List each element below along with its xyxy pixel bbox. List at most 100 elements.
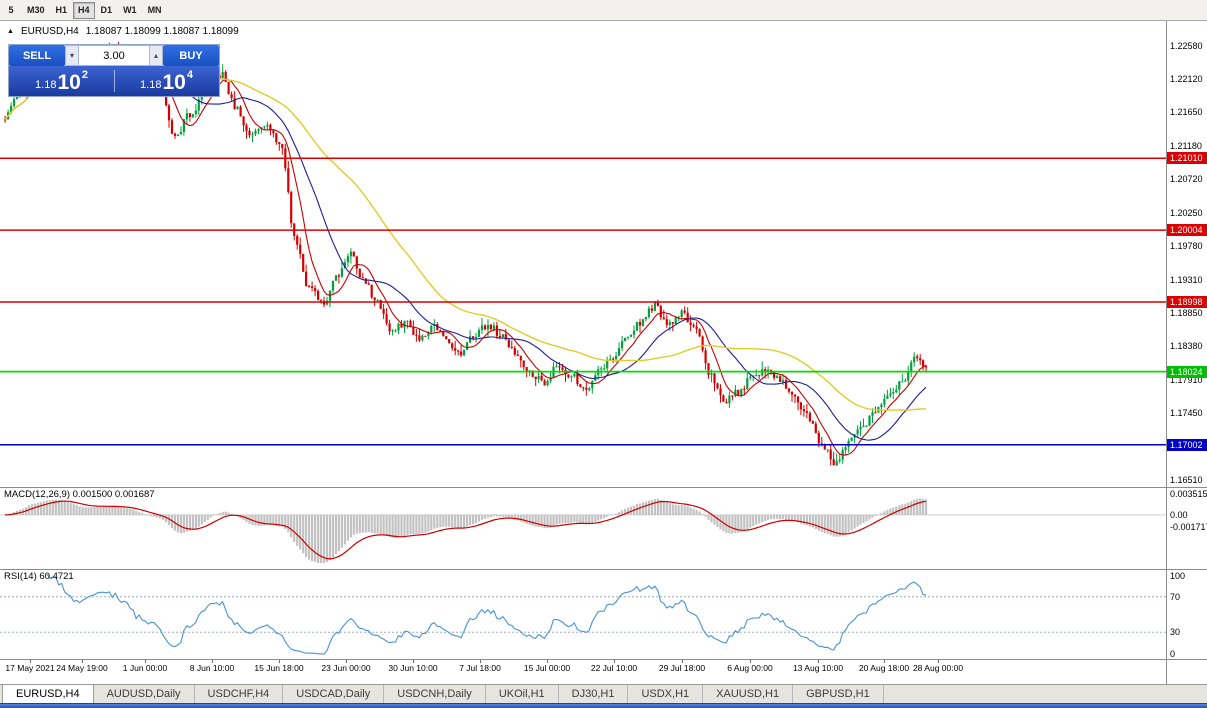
price-axis-label: 1.22580 [1170, 41, 1203, 51]
price-axis-label: 1.19780 [1170, 241, 1203, 251]
uptick-icon: ▲ [7, 28, 14, 35]
chart-tab-eurusd[interactable]: EURUSD,H4 [2, 685, 94, 703]
time-axis-tick [818, 660, 819, 663]
ohlc-values: 1.18087 1.18099 1.18087 1.18099 [85, 26, 239, 37]
volume-down-button[interactable]: ▾ [65, 45, 79, 66]
pane-separator[interactable] [0, 487, 1207, 488]
chart-tab-bar: EURUSD,H4 AUDUSD,Daily USDCHF,H4 USDCAD,Dai… [0, 684, 1207, 703]
chart-tab-ukoil[interactable]: UKOil,H1 [486, 685, 559, 703]
time-axis-tick [413, 660, 414, 663]
price-divider [114, 70, 115, 92]
price-axis-label: 1.18380 [1170, 341, 1203, 351]
candles [4, 42, 928, 466]
timeframe-button-d1[interactable]: D1 [96, 2, 118, 19]
timeframe-button-5[interactable]: 5 [1, 2, 21, 19]
time-axis-label: 23 Jun 00:00 [321, 663, 371, 673]
macd-pane[interactable] [0, 488, 1166, 569]
time-axis-tick [938, 660, 939, 663]
chart-ohlc-header: ▲ EURUSD,H4 1.18087 1.18099 1.18087 1.18… [7, 26, 239, 37]
price-axis-label: 1.17910 [1170, 375, 1203, 385]
rsi-axis-label: 0 [1170, 649, 1176, 659]
time-axis-label: 30 Jun 10:00 [388, 663, 438, 673]
macd-axis-label: 0.003515 [1170, 489, 1207, 499]
moving-average-line [4, 66, 927, 411]
price-axis-label: 1.18850 [1170, 308, 1203, 318]
timeframe-button-h4[interactable]: H4 [73, 1, 95, 19]
buy-price-point: 4 [186, 69, 193, 81]
buy-price-prefix: 1.18 [140, 79, 162, 91]
macd-axis-label: 0.00 [1170, 510, 1188, 520]
rsi-axis-label: 30 [1170, 627, 1181, 637]
price-axis-label: 1.20720 [1170, 174, 1203, 184]
sell-price-point: 2 [81, 69, 88, 81]
time-axis-tick [30, 660, 31, 663]
chart-tab-usdcad[interactable]: USDCAD,Daily [283, 685, 385, 703]
buy-price-display[interactable]: 1.18 10 4 [114, 66, 219, 96]
buy-button[interactable]: BUY [163, 45, 219, 66]
timeframe-button-h1[interactable]: H1 [51, 2, 73, 19]
timeframe-button-mn[interactable]: MN [143, 2, 167, 19]
price-level-tag: 1.20004 [1167, 224, 1207, 236]
time-axis-label: 1 Jun 00:00 [122, 663, 168, 673]
volume-input[interactable] [79, 45, 149, 66]
time-axis-tick [480, 660, 481, 663]
chart-tab-usdchf[interactable]: USDCHF,H4 [195, 685, 284, 703]
volume-up-button[interactable]: ▴ [149, 45, 163, 66]
chart-tab-dj30[interactable]: DJ30,H1 [559, 685, 629, 703]
trade-controls-row: SELL ▾ ▴ BUY [9, 45, 219, 66]
rsi-chart[interactable] [0, 570, 1166, 659]
timeframe-toolbar: 5 M30 H1 H4 D1 W1 MN [0, 0, 1207, 21]
pane-separator[interactable] [0, 569, 1207, 570]
chart-tab-usdx[interactable]: USDX,H1 [628, 685, 704, 703]
macd-indicator-label: MACD(12,26,9) 0.001500 0.001687 [4, 489, 155, 500]
time-axis-label: 29 Jul 18:00 [658, 663, 706, 673]
time-axis-label: 7 Jul 18:00 [459, 663, 501, 673]
time-axis-tick [145, 660, 146, 663]
moving-average-line [4, 50, 927, 456]
time-axis-label: 28 Aug 00:00 [912, 663, 964, 673]
price-level-tag: 1.18024 [1167, 366, 1207, 378]
price-axis-label: 1.22120 [1170, 74, 1203, 84]
rsi-pane[interactable] [0, 570, 1166, 659]
rsi-axis-label: 70 [1170, 592, 1181, 602]
rsi-axis-label: 100 [1170, 571, 1186, 581]
price-axis-label: 1.16510 [1170, 475, 1203, 485]
price-axis-label: 1.19310 [1170, 275, 1203, 285]
moving-average-line [4, 56, 927, 441]
price-axis[interactable]: 1.22580 1.22120 1.21650 1.21180 1.20720 1.202… [1166, 21, 1207, 684]
chart-tab-audusd[interactable]: AUDUSD,Daily [94, 685, 195, 703]
chart-tab-gbpusd[interactable]: GBPUSD,H1 [793, 685, 884, 703]
sell-price-display[interactable]: 1.18 10 2 [9, 66, 114, 96]
time-axis-tick [346, 660, 347, 663]
time-axis-tick [279, 660, 280, 663]
sell-price-prefix: 1.18 [35, 79, 57, 91]
time-axis[interactable]: 17 May 2021 24 May 19:00 1 Jun 00:00 8 Jun … [0, 660, 1166, 683]
time-axis-tick [547, 660, 548, 663]
main-price-pane[interactable] [0, 21, 1166, 487]
sell-button[interactable]: SELL [9, 45, 65, 66]
timeframe-button-w1[interactable]: W1 [118, 2, 142, 19]
chart-tab-usdcnh[interactable]: USDCNH,Daily [384, 685, 486, 703]
timeframe-button-m30[interactable]: M30 [22, 2, 50, 19]
macd-histogram [4, 498, 928, 564]
time-axis-label: 6 Aug 00:00 [727, 663, 773, 673]
time-axis-tick [614, 660, 615, 663]
price-level-tag: 1.21010 [1167, 152, 1207, 164]
macd-signal-line [4, 500, 927, 560]
time-axis-label: 8 Jun 10:00 [189, 663, 235, 673]
time-axis-label: 22 Jul 10:00 [590, 663, 638, 673]
time-axis-label: 24 May 19:00 [56, 663, 108, 673]
price-axis-label: 1.20250 [1170, 208, 1203, 218]
price-level-tag: 1.18998 [1167, 296, 1207, 308]
time-axis-tick [682, 660, 683, 663]
pane-separator[interactable] [0, 659, 1207, 660]
time-axis-label: 15 Jul 00:00 [523, 663, 571, 673]
rsi-indicator-label: RSI(14) 60.4721 [4, 571, 74, 582]
macd-axis-label: -0.001717 [1170, 522, 1207, 532]
chart-tab-xauusd[interactable]: XAUUSD,H1 [703, 685, 794, 703]
price-level-tag: 1.17002 [1167, 439, 1207, 451]
macd-chart[interactable] [0, 488, 1166, 569]
rsi-line [46, 573, 927, 655]
